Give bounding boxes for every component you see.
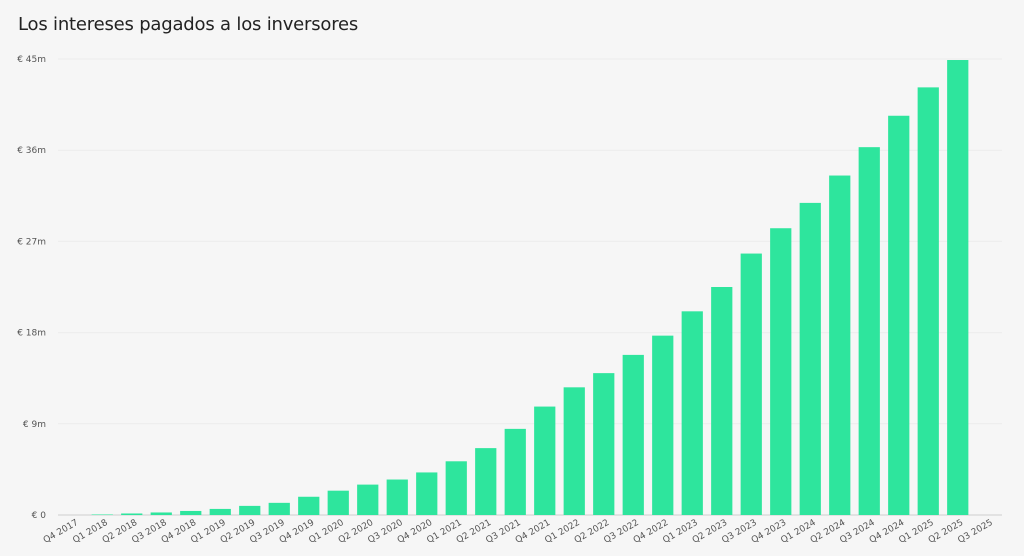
bar: [298, 496, 320, 515]
bar: [622, 354, 644, 515]
y-tick-label: € 18m: [17, 329, 46, 339]
bar: [445, 461, 467, 515]
bar: [770, 228, 792, 516]
bar: [475, 448, 497, 515]
bar: [563, 387, 585, 515]
bar: [268, 502, 290, 515]
bar: [416, 472, 438, 515]
bar: [239, 505, 261, 515]
chart-title: Los intereses pagados a los inversores: [18, 14, 359, 35]
bar: [652, 335, 674, 515]
bar: [534, 406, 556, 515]
bar: [593, 373, 615, 515]
y-tick-label: € 36m: [17, 146, 46, 156]
bar: [209, 508, 231, 515]
bar: [740, 253, 762, 515]
bar: [121, 513, 143, 515]
bar: [504, 428, 526, 515]
bar: [799, 202, 821, 515]
bar: [888, 115, 910, 515]
bar: [681, 311, 703, 515]
bar: [711, 287, 733, 515]
bar: [386, 479, 408, 515]
bar: [327, 490, 349, 515]
bar: [917, 87, 939, 516]
bar: [858, 147, 880, 515]
bar: [180, 510, 202, 515]
bar: [947, 60, 969, 515]
bar-series: [91, 60, 969, 516]
y-tick-label: € 0: [32, 511, 47, 521]
y-tick-label: € 27m: [17, 237, 46, 247]
y-axis: € 0 € 9m € 18m € 27m € 36m € 45m: [17, 55, 46, 521]
bar: [357, 484, 379, 515]
bar: [91, 514, 113, 515]
bar: [150, 512, 172, 515]
y-tick-label: € 45m: [17, 55, 46, 65]
y-tick-label: € 9m: [23, 420, 46, 430]
bar: [829, 175, 851, 515]
